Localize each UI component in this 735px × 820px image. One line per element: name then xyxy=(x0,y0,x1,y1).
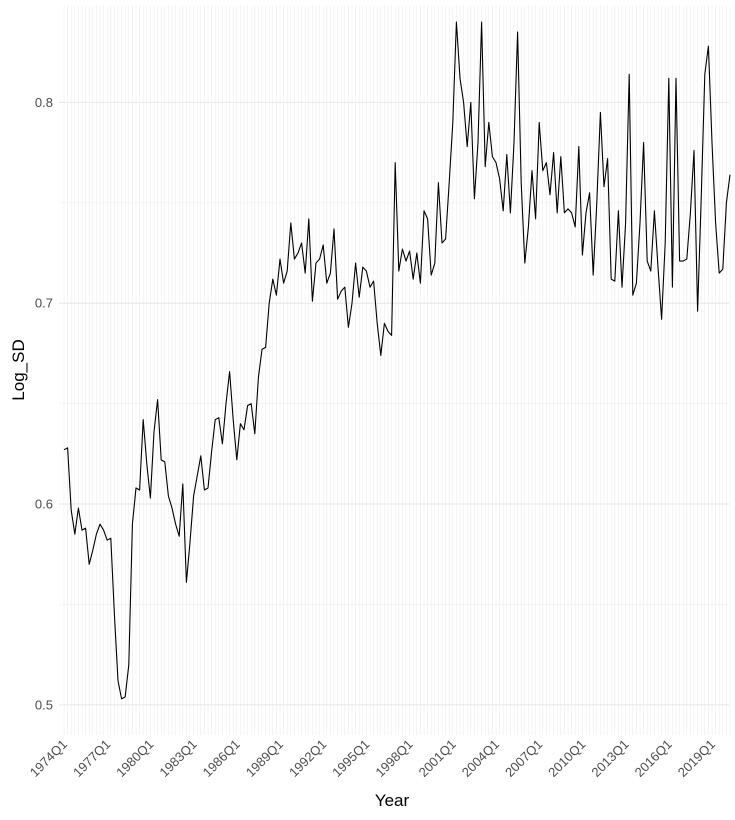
major-gridlines xyxy=(59,6,731,735)
x-tick-label: 1983Q1 xyxy=(156,737,199,780)
y-tick-label: 0.8 xyxy=(35,95,53,110)
x-tick-label: 2016Q1 xyxy=(632,737,675,780)
plot-panel xyxy=(59,6,729,735)
x-tick-label: 2004Q1 xyxy=(459,737,502,780)
x-tick-label: 1995Q1 xyxy=(329,737,372,780)
x-tick-label: 1998Q1 xyxy=(372,737,415,780)
x-tick-label: 1986Q1 xyxy=(200,737,243,780)
x-tick-label: 1992Q1 xyxy=(286,737,329,780)
x-tick-label: 1989Q1 xyxy=(243,737,286,780)
y-axis-tick-labels: 0.5 0.6 0.7 0.8 xyxy=(35,95,53,712)
y-tick-label: 0.5 xyxy=(35,697,53,712)
x-tick-label: 2007Q1 xyxy=(502,737,545,780)
x-tick-label: 2001Q1 xyxy=(416,737,459,780)
y-tick-label: 0.6 xyxy=(35,497,53,512)
x-tick-label: 2019Q1 xyxy=(675,737,718,780)
y-tick-label: 0.7 xyxy=(35,296,53,311)
x-axis-title: Year xyxy=(375,791,410,810)
y-axis-title: Log_SD xyxy=(9,339,28,400)
x-tick-label: 1974Q1 xyxy=(27,737,70,780)
x-tick-label: 2010Q1 xyxy=(545,737,588,780)
x-axis-tick-labels: 1974Q1 1977Q1 1980Q1 1983Q1 1986Q1 1989Q1 1992… xyxy=(27,737,718,780)
x-tick-label: 1977Q1 xyxy=(70,737,113,780)
series-line xyxy=(63,21,731,700)
x-tick-label: 2013Q1 xyxy=(588,737,631,780)
x-tick-label: 1980Q1 xyxy=(113,737,156,780)
